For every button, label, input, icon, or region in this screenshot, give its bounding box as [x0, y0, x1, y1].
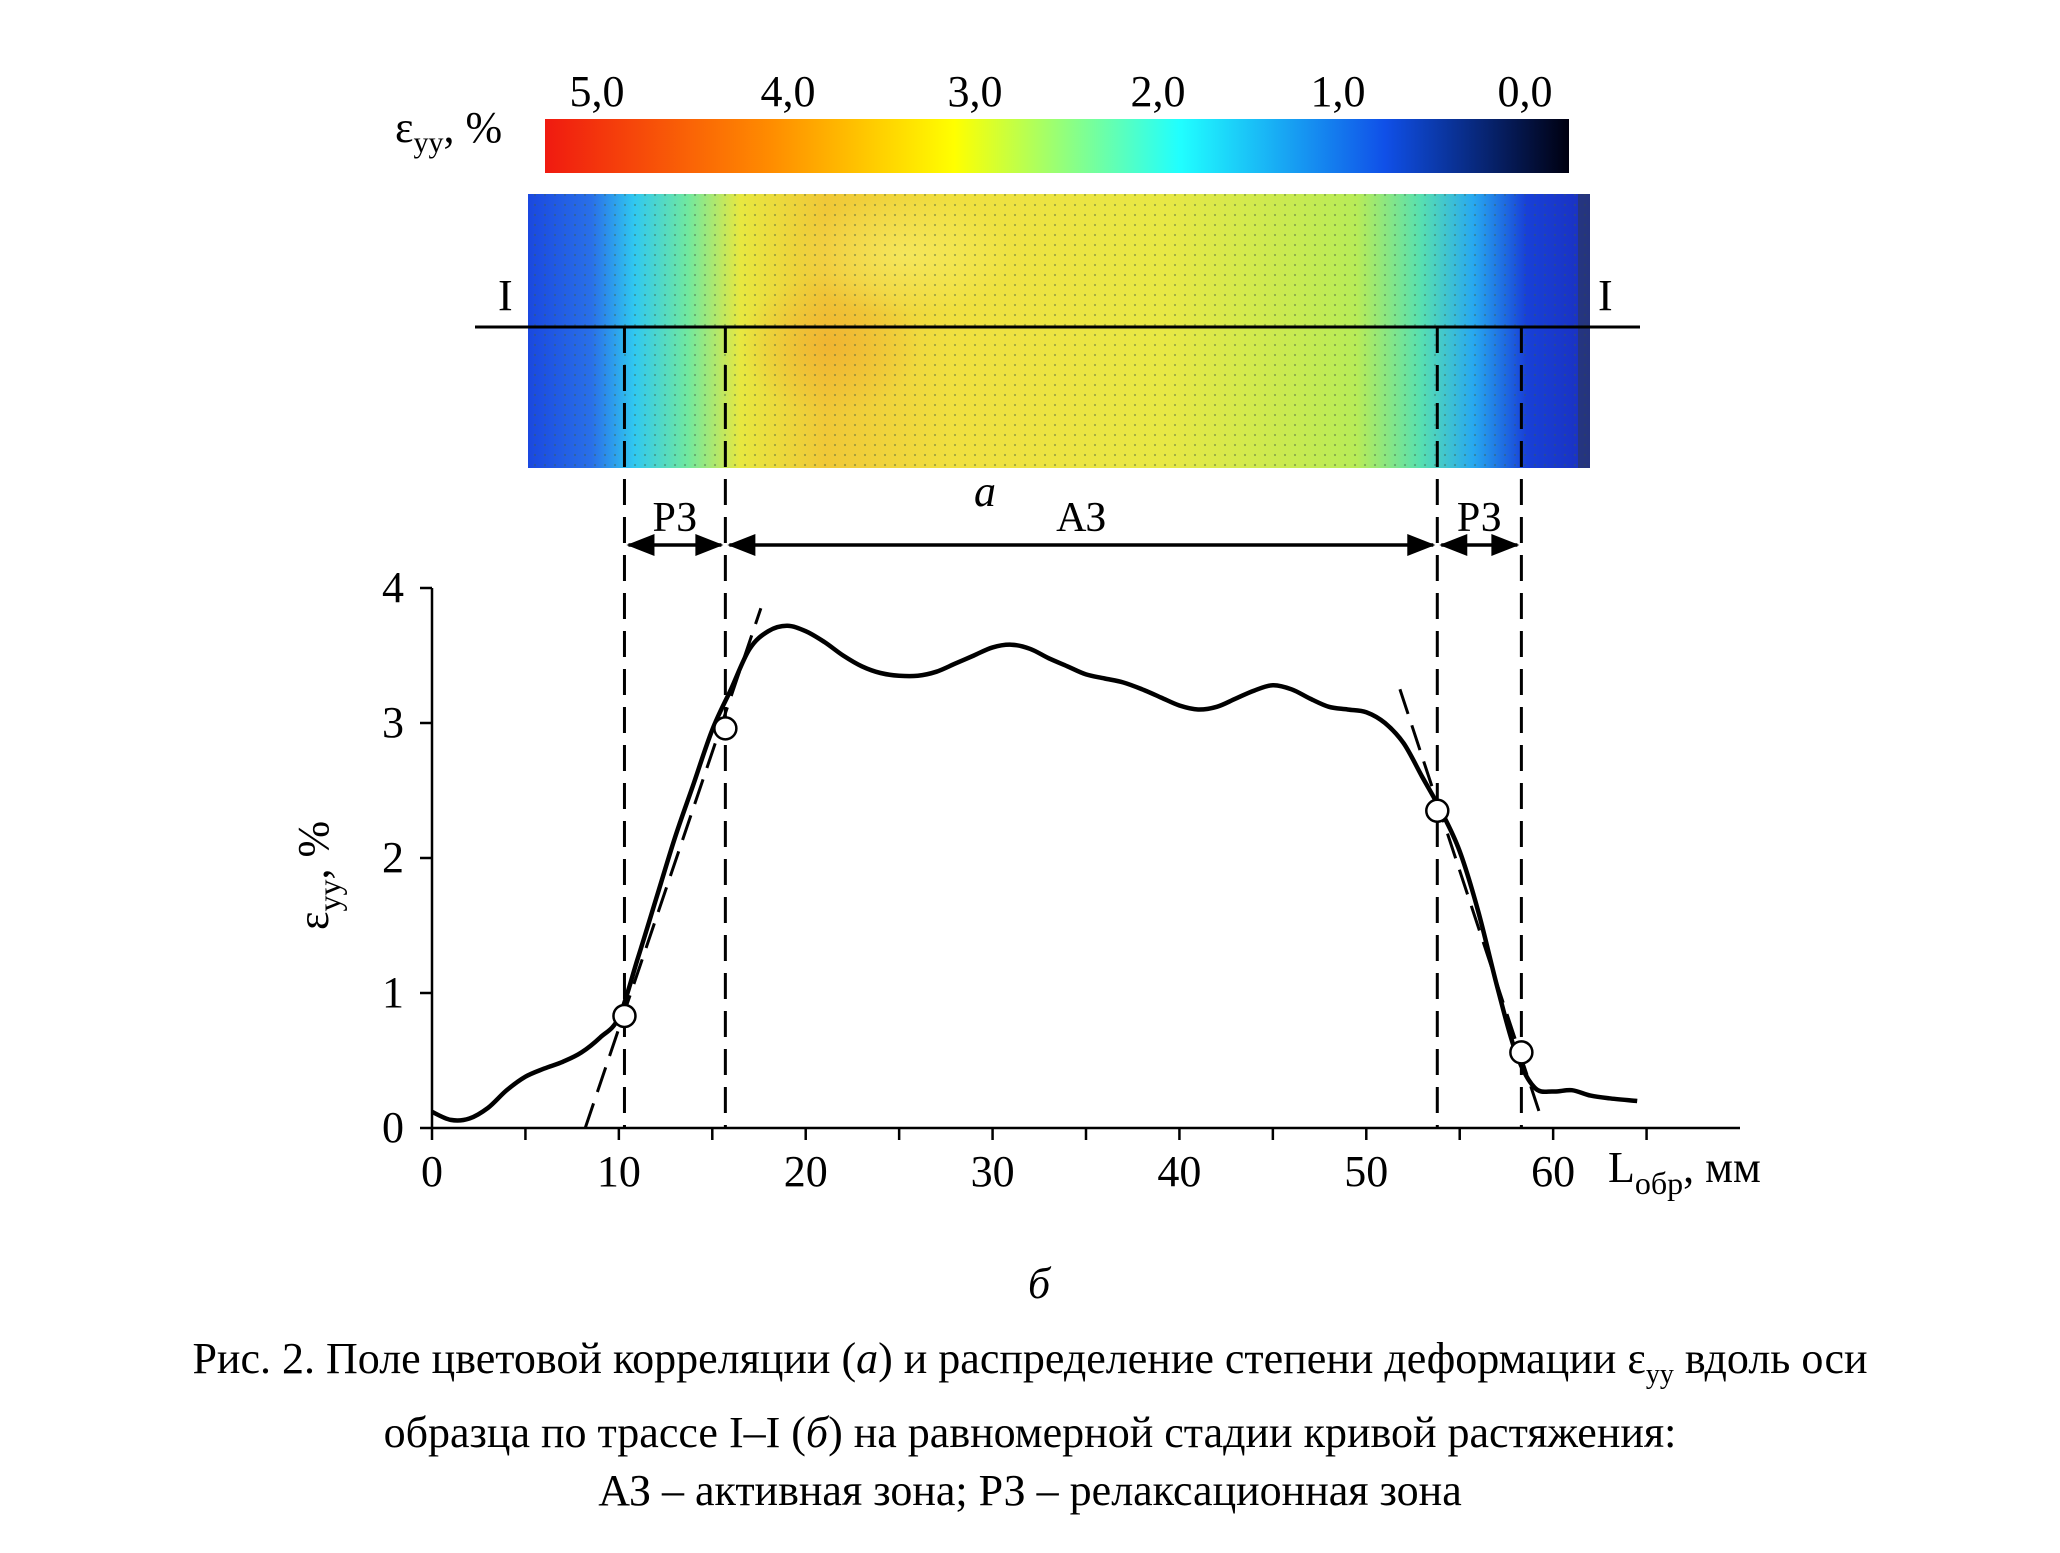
x-tick-label: 20: [784, 1147, 828, 1196]
boundary-marker: [1425, 798, 1450, 823]
zone-arrowhead-right: [1491, 534, 1520, 556]
colorbar-tick-label: 0,0: [1498, 67, 1553, 116]
colorbar-gradient: [545, 119, 1569, 173]
zone-label-left-relax: РЗ: [652, 495, 697, 541]
zone-arrowhead-left: [1439, 534, 1468, 556]
boundary-marker: [612, 1003, 637, 1029]
colorbar-tick-label: 1,0: [1311, 67, 1366, 116]
y-tick-label: 1: [382, 968, 404, 1017]
tangent-line: [583, 607, 763, 1129]
x-tick-label: 0: [421, 1147, 443, 1196]
figure-caption: Рис. 2. Поле цветовой корреляции (а) и р…: [0, 1330, 2060, 1520]
strain-curve: [431, 623, 1638, 1123]
zone-label-right-relax: РЗ: [1457, 495, 1502, 541]
colorbar: εyy, % 5,0 4,0 3,0 2,0 1,0 0,0: [395, 67, 1569, 173]
zone-annotations: РЗ АЗ РЗ: [626, 495, 1520, 556]
section-label-right: I: [1598, 271, 1613, 320]
zone-arrowhead-right: [1407, 534, 1436, 556]
y-axis-label: εyy, %: [289, 821, 347, 930]
y-tick-label: 4: [382, 563, 404, 612]
boundary-markers: [612, 716, 1534, 1065]
strain-field: I I а: [475, 194, 1640, 516]
boundary-marker: [1509, 1040, 1534, 1065]
section-label-left: I: [498, 271, 513, 320]
y-tick-label: 3: [382, 698, 404, 747]
chart-tick-labels: 0 10 20 30 40 50 60 0 1 2 3 4: [382, 563, 1575, 1196]
y-tick-label: 2: [382, 833, 404, 882]
colorbar-tick-label: 2,0: [1131, 67, 1186, 116]
panel-label-b: б: [1028, 1259, 1052, 1308]
colorbar-label: εyy, %: [395, 103, 502, 159]
colorbar-tick-label: 4,0: [761, 67, 816, 116]
panel-label-a: а: [974, 467, 996, 516]
x-tick-label: 30: [971, 1147, 1015, 1196]
tangent-lines: [583, 607, 1542, 1129]
strain-chart: 0 10 20 30 40 50 60 0 1 2 3 4 Lобр, мм εyy, % б: [289, 327, 1761, 1308]
x-tick-label: 60: [1531, 1147, 1575, 1196]
x-tick-label: 50: [1344, 1147, 1388, 1196]
x-tick-label: 10: [597, 1147, 641, 1196]
y-tick-label: 0: [382, 1103, 404, 1152]
caption-line-1: Рис. 2. Поле цветовой корреляции (а) и р…: [192, 1334, 1868, 1390]
caption-line-2: образца по трассе I–I (б) на равномерной…: [383, 1407, 1677, 1457]
caption-line-3: АЗ – активная зона; РЗ – релаксационная …: [598, 1465, 1462, 1515]
colorbar-tick-label: 3,0: [948, 67, 1003, 116]
colorbar-tick-label: 5,0: [570, 67, 625, 116]
boundary-marker: [713, 716, 738, 741]
zone-label-active: АЗ: [1056, 495, 1106, 541]
x-tick-label: 40: [1157, 1147, 1201, 1196]
zone-arrowhead-left: [727, 534, 756, 556]
zone-arrowhead-right: [695, 534, 724, 556]
zone-arrowhead-left: [626, 534, 655, 556]
colorbar-ticks: 5,0 4,0 3,0 2,0 1,0 0,0: [570, 67, 1553, 116]
field-right-edge: [1578, 194, 1590, 468]
field-dot-grid: [528, 194, 1590, 468]
x-axis-label: Lобр, мм: [1608, 1143, 1761, 1201]
